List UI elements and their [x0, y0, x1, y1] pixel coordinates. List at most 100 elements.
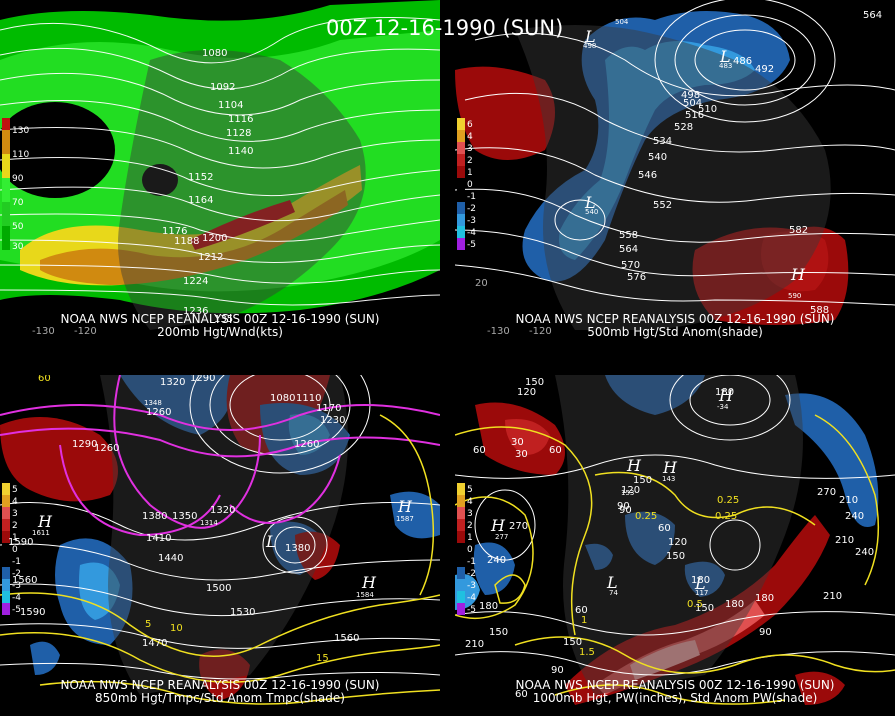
contour-label: 0.25 — [635, 511, 658, 522]
contour-label: 552 — [653, 200, 673, 211]
colorbar-label: 70 — [12, 198, 24, 208]
contour-label: 150 — [666, 551, 686, 562]
contour-label: 0.5 — [687, 599, 703, 610]
contour-label: 1116 — [228, 114, 254, 125]
colorbar-label: -5 — [467, 240, 476, 250]
contour-label: 150 — [489, 627, 509, 638]
panel-footer: NOAA NWS NCEP REANALYSIS 00Z 12-16-1990 … — [0, 313, 440, 339]
colorbar-label: -4 — [467, 593, 476, 603]
colorbar-label: 5 — [12, 485, 18, 495]
contour-label: 90 — [617, 501, 630, 512]
contour-label: 1176 — [162, 226, 188, 237]
contour-label: 1260 — [94, 443, 120, 454]
contour-label: 486 — [733, 56, 753, 67]
contour-label: 1110 — [296, 393, 322, 404]
contour-label: 0.25 — [717, 495, 740, 506]
marker-value: 540 — [585, 208, 599, 216]
contour-label: 1260 — [146, 407, 172, 418]
colorbar-label: -2 — [12, 569, 21, 579]
map-title: 00Z 12-16-1990 (SUN) — [326, 16, 564, 40]
contour-label: 20 — [475, 278, 488, 289]
panel-850mb-graphic: H L H H — [0, 375, 440, 716]
colorbar-label: 50 — [12, 222, 24, 232]
colorbar-label: 4 — [467, 497, 473, 507]
contour-label: 1224 — [183, 276, 209, 287]
panel-200mb-map: 135 130 110 90 70 50 30 1080 1092 1104 1… — [0, 0, 440, 340]
contour-label: 540 — [648, 152, 668, 163]
footer-line1: NOAA NWS NCEP REANALYSIS 00Z 12-16-1990 … — [60, 678, 380, 692]
contour-label: 150 — [525, 377, 545, 388]
marker-value: 117 — [695, 589, 709, 597]
svg-text:L: L — [584, 193, 596, 212]
contour-label: 1092 — [210, 82, 236, 93]
contour-label: 270 — [509, 521, 529, 532]
contour-label: 5 — [145, 619, 152, 630]
svg-text:L: L — [265, 532, 277, 551]
panel-500mb-graphic: L L L H — [455, 0, 895, 340]
colorbar-label: -1 — [467, 557, 476, 567]
marker-value: 1611 — [32, 529, 50, 537]
contour-label: 240 — [855, 547, 875, 558]
contour-label: 1380 — [285, 543, 311, 554]
contour-label: 10 — [170, 623, 183, 634]
contour-label: 1350 — [172, 511, 198, 522]
contour-label: 498 — [681, 90, 701, 101]
contour-label: 1500 — [206, 583, 232, 594]
colorbar-label: 3 — [467, 509, 473, 519]
contour-label: 582 — [789, 225, 809, 236]
colorbar-label: -4 — [467, 228, 476, 238]
contour-label: 1560 — [334, 633, 360, 644]
colorbar-label: -3 — [12, 581, 21, 591]
svg-text:H: H — [626, 456, 642, 475]
footer-line2: 850mb Hgt/Tmpc/Std Anom Tmpc(shade) — [95, 691, 345, 705]
contour-label: 1104 — [218, 100, 244, 111]
contour-label: 180 — [691, 575, 711, 586]
contour-label: 1200 — [202, 233, 228, 244]
contour-label: 492 — [755, 64, 775, 75]
contour-label: 534 — [653, 136, 673, 147]
contour-label: 1380 — [142, 511, 168, 522]
marker-value: 1314 — [200, 519, 218, 527]
contour-label: 1590 — [20, 607, 46, 618]
svg-text:H: H — [718, 386, 734, 405]
marker-value: 1348 — [144, 399, 162, 407]
svg-text:H: H — [37, 512, 53, 531]
footer-line2: 200mb Hgt/Wnd(kts) — [157, 325, 283, 339]
panel-500mb-map: L L L H 6 4 3 2 1 0 -1 -2 -3 -4 -5 564 4… — [455, 0, 895, 340]
contour-label: 90 — [759, 627, 772, 638]
marker-value: 74 — [609, 589, 618, 597]
contour-label: 1470 — [142, 638, 168, 649]
panel-footer: NOAA NWS NCEP REANALYSIS 00Z 12-16-1990 … — [455, 679, 895, 705]
anomaly-colorbar: 5 4 3 2 1 0 -1 -2 -3 -4 -5 — [2, 483, 32, 618]
contour-label: 180 — [479, 601, 499, 612]
colorbar-label: -2 — [467, 569, 476, 579]
svg-text:H: H — [397, 497, 413, 516]
marker-value: 277 — [495, 533, 509, 541]
contour-label: 1230 — [320, 415, 346, 426]
contour-label: 1320 — [210, 505, 236, 516]
contour-label: 1 — [581, 615, 588, 626]
contour-label: 90 — [619, 505, 632, 516]
marker-value: 1587 — [396, 515, 414, 523]
panel-200mb-graphic: 135 — [0, 0, 440, 340]
anomaly-colorbar: 6 4 3 2 1 0 -1 -2 -3 -4 -5 — [457, 118, 487, 253]
colorbar-label: 3 — [12, 509, 18, 519]
contour-label: 60 — [658, 523, 671, 534]
contour-label: 1236 — [183, 306, 209, 317]
contour-label: 120 — [668, 537, 688, 548]
colorbar-label: -4 — [12, 593, 21, 603]
contour-label: 120 — [621, 485, 641, 496]
colorbar-label: 2 — [467, 521, 473, 531]
panel-850mb-map: H L H H 5 4 3 2 1 0 -1 -2 -3 -4 -5 1320 … — [0, 375, 440, 716]
colorbar-label: -5 — [12, 605, 21, 615]
colorbar-label: 6 — [467, 120, 473, 130]
contour-label: 546 — [638, 170, 658, 181]
contour-label: 516 — [685, 110, 705, 121]
contour-label: 180 — [715, 387, 735, 398]
contour-label: 1290 — [190, 375, 216, 384]
colorbar-label: -2 — [467, 204, 476, 214]
contour-label: 1260 — [294, 439, 320, 450]
colorbar-label: -5 — [467, 605, 476, 615]
contour-label: 60 — [549, 445, 562, 456]
contour-label: 570 — [621, 260, 641, 271]
